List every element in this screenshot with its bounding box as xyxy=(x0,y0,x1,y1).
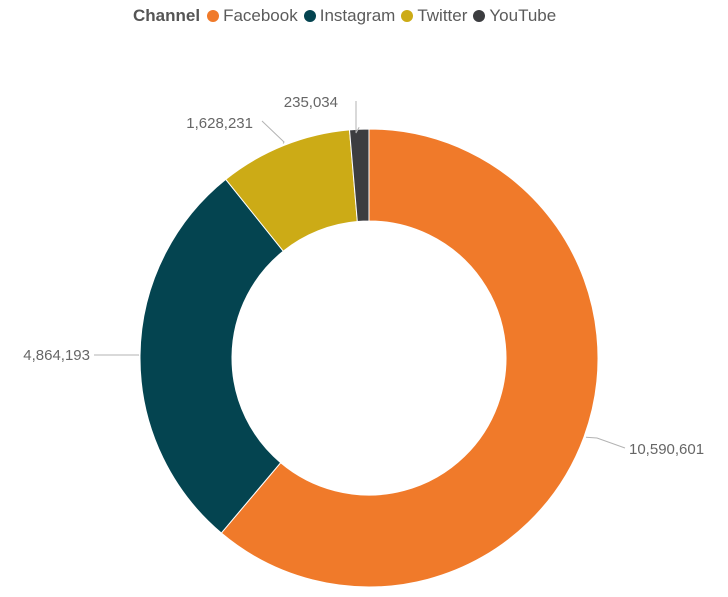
slice-facebook[interactable] xyxy=(220,128,599,588)
legend-marker-youtube xyxy=(473,10,486,22)
legend-label-youtube: YouTube xyxy=(489,6,557,25)
chart-legend: Channel Facebook Instagram Twitter YouTu… xyxy=(133,3,562,29)
data-label-facebook: 10,590,601 xyxy=(629,441,704,458)
legend-label-facebook: Facebook xyxy=(223,6,298,25)
legend-title: Channel xyxy=(133,6,201,25)
leader-line-facebook xyxy=(585,436,626,449)
data-label-twitter: 1,628,231 xyxy=(186,115,253,132)
data-label-youtube: 235,034 xyxy=(284,94,338,111)
legend-item-facebook[interactable]: Facebook xyxy=(207,6,298,26)
legend-item-youtube[interactable]: YouTube xyxy=(473,6,556,26)
legend-item-instagram[interactable]: Instagram xyxy=(303,6,396,26)
data-labels: 10,590,601 4,864,193 1,628,231 235,034 xyxy=(23,94,704,458)
legend-marker-facebook xyxy=(207,10,220,22)
leader-line-youtube xyxy=(355,101,360,134)
donut-slices xyxy=(139,128,599,588)
legend-label-twitter: Twitter xyxy=(417,6,468,25)
leader-line-twitter xyxy=(261,120,285,144)
legend-item-twitter[interactable]: Twitter xyxy=(401,6,467,26)
slice-instagram[interactable] xyxy=(139,178,284,534)
legend-label-instagram: Instagram xyxy=(319,6,396,25)
data-label-instagram: 4,864,193 xyxy=(23,347,90,364)
legend-marker-instagram xyxy=(303,10,316,22)
label-leader-lines xyxy=(94,101,626,449)
legend-marker-twitter xyxy=(401,10,414,22)
